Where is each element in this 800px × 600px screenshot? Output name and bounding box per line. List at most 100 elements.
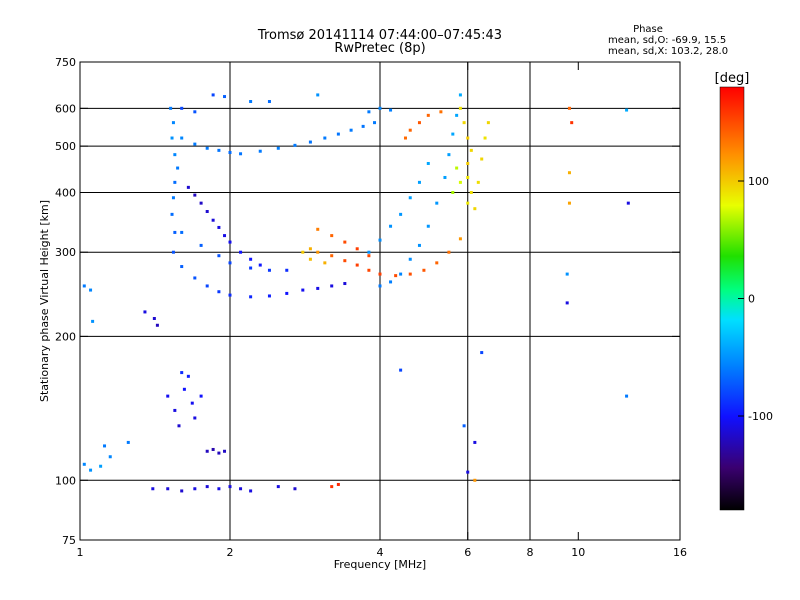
data-point [323, 136, 327, 140]
data-point [205, 449, 209, 453]
data-point [443, 175, 447, 179]
data-point [462, 121, 466, 125]
data-point [466, 201, 470, 205]
data-point [466, 175, 470, 179]
data-point [228, 485, 232, 489]
data-point [473, 207, 477, 211]
data-point [180, 136, 184, 140]
y-tick-label: 200 [55, 330, 76, 343]
data-point [349, 128, 353, 132]
data-point [355, 263, 359, 267]
data-point [408, 272, 412, 276]
data-point [378, 238, 382, 242]
data-point [394, 274, 398, 278]
data-point [82, 284, 86, 288]
data-point [625, 108, 629, 112]
data-point [378, 106, 382, 110]
data-point [276, 146, 280, 150]
data-point [169, 106, 173, 110]
y-axis-label: Stationary phase Virtual Height [km] [38, 200, 51, 402]
data-point [108, 455, 112, 459]
axis-ticks: 1 2 4 6 8 10 16 75 100 200 300 400 500 600 750 [55, 56, 687, 559]
data-point [173, 230, 177, 234]
data-point [205, 284, 209, 288]
data-point [239, 250, 243, 254]
data-point [422, 268, 426, 272]
data-point [473, 440, 477, 444]
data-point [171, 250, 175, 254]
data-point [426, 113, 430, 117]
data-point [570, 121, 574, 125]
data-point [166, 394, 170, 398]
data-point [217, 290, 221, 294]
data-point [267, 294, 271, 298]
data-point [399, 212, 403, 216]
data-point [293, 143, 297, 147]
chart-title: Tromsø 20141114 07:44:00–07:45:43 [257, 28, 502, 43]
data-point [399, 272, 403, 276]
data-point [480, 351, 484, 355]
chart-subtitle: RwPretec (8p) [334, 41, 425, 56]
data-point [308, 140, 312, 144]
data-point [403, 136, 407, 140]
data-point [217, 254, 221, 258]
data-point [223, 95, 227, 99]
y-tick-label: 75 [62, 534, 76, 547]
data-point [447, 153, 451, 157]
data-point [126, 440, 130, 444]
x-tick-label: 1 [77, 546, 84, 559]
data-point [316, 93, 320, 97]
data-point [408, 196, 412, 200]
data-point [417, 243, 421, 247]
data-point [82, 462, 86, 466]
data-point [217, 148, 221, 152]
data-point [330, 254, 334, 258]
data-point [466, 161, 470, 165]
data-point [408, 257, 412, 261]
colorbar-tick-label: 0 [748, 293, 755, 306]
data-point [330, 234, 334, 238]
y-tick-label: 300 [55, 246, 76, 259]
data-point [316, 227, 320, 231]
data-point [426, 224, 430, 228]
data-point [336, 132, 340, 136]
data-point [426, 161, 430, 165]
x-axis-label: Frequency [MHz] [334, 558, 426, 571]
data-point [217, 487, 221, 491]
data-point [211, 447, 215, 451]
data-point [466, 470, 470, 474]
data-point [223, 449, 227, 453]
y-tick-label: 100 [55, 474, 76, 487]
data-point [435, 261, 439, 265]
data-point [316, 250, 320, 254]
data-point [249, 489, 253, 493]
data-point [211, 218, 215, 222]
data-point [180, 265, 184, 269]
data-point [389, 280, 393, 284]
data-point [308, 247, 312, 251]
data-point [473, 478, 477, 482]
y-tick-label: 500 [55, 140, 76, 153]
x-tick-label: 16 [673, 546, 687, 559]
data-point [626, 201, 630, 205]
data-point [155, 323, 159, 327]
y-tick-label: 600 [55, 102, 76, 115]
data-point [151, 487, 155, 491]
colorbar: [deg] 100 0 -100 [715, 71, 773, 511]
data-point [193, 142, 197, 146]
data-point [276, 485, 280, 489]
phase-mean-x: mean, sd,X: 103.2, 28.0 [608, 46, 728, 57]
data-point [367, 250, 371, 254]
data-point [180, 489, 184, 493]
data-point [447, 250, 451, 254]
data-point [89, 468, 93, 472]
data-point [249, 266, 253, 270]
data-point [480, 157, 484, 161]
colorbar-ticks: 100 0 -100 [738, 175, 773, 423]
data-point [417, 121, 421, 125]
data-point [199, 243, 203, 247]
data-point [466, 136, 470, 140]
data-point [439, 110, 443, 114]
colorbar-label: [deg] [715, 71, 750, 86]
data-point [239, 487, 243, 491]
